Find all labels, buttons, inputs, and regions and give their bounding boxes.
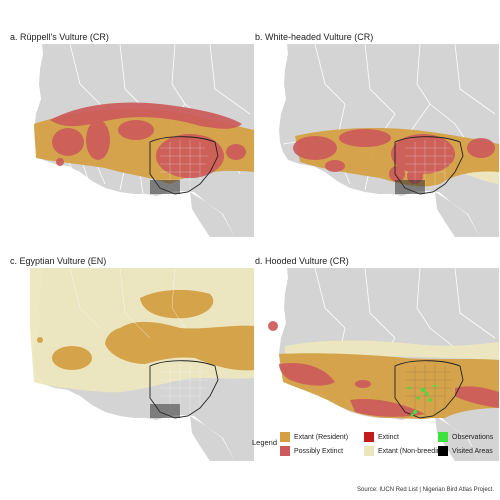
legend-swatch <box>438 446 448 456</box>
legend-label: Extant (Resident) <box>294 433 349 441</box>
legend-item-extinct: Extinct <box>364 432 399 442</box>
gulf-coast-landmass <box>435 192 480 237</box>
legend-swatch <box>364 446 374 456</box>
map-hooded-vulture <box>255 268 499 461</box>
legend-label: Extant (Non-breeding) <box>378 447 447 455</box>
visited-areas-south <box>150 404 180 418</box>
panel-title: b. White-headed Vulture (CR) <box>255 32 374 42</box>
panel-hooded-vulture: d. Hooded Vulture (CR) <box>255 256 499 461</box>
observation-point <box>407 386 411 390</box>
observation-point <box>413 410 417 414</box>
legend-title: Legend <box>252 438 278 447</box>
panel-title: d. Hooded Vulture (CR) <box>255 256 349 266</box>
legend-swatch <box>280 446 290 456</box>
legend-item-possibly-extinct: Possibly Extinct <box>280 446 343 456</box>
visited-areas <box>160 364 208 416</box>
range-extant-resident <box>279 353 499 419</box>
country-borders <box>69 268 186 339</box>
map-egyptian-vulture <box>10 268 254 461</box>
legend-label: Possibly Extinct <box>294 447 344 455</box>
panel-title: c. Egyptian Vulture (EN) <box>10 256 107 266</box>
gulf-coast-landmass <box>435 416 480 461</box>
gulf-coast-landmass <box>190 192 235 237</box>
visited-areas <box>405 140 453 192</box>
legend-label: Extinct <box>378 433 400 441</box>
legend-label: Observations <box>452 433 494 441</box>
panel-title: a. Rüppell's Vulture (CR) <box>10 32 109 42</box>
legend-item-extant-nonbreeding: Extant (Non-breeding) <box>364 446 447 456</box>
nigeria-outline <box>394 360 464 419</box>
range-extant-resident <box>37 289 254 371</box>
legend-item-observations: Observations <box>438 432 493 442</box>
observation-point <box>433 384 437 388</box>
visited-areas-south <box>395 180 425 194</box>
observation-point <box>416 396 420 400</box>
legend-swatch <box>364 432 374 442</box>
legend-item-visited-areas: Visited Areas <box>438 446 493 456</box>
panel-ruppells-vulture: a. Rüppell's Vulture (CR) <box>10 32 254 237</box>
map-white-headed-vulture <box>255 44 499 237</box>
visited-areas-south <box>150 180 180 194</box>
legend: Legend Extant (Resident) Possibly Extinc… <box>252 426 500 466</box>
source-caption: Source: IUCN Red List | Nigerian Bird At… <box>357 487 494 493</box>
observations <box>407 384 437 417</box>
legend-item-extant-resident: Extant (Resident) <box>280 432 348 442</box>
legend-swatch <box>438 432 448 442</box>
observation-point <box>410 413 414 417</box>
gulf-coast-landmass <box>190 416 235 461</box>
legend-swatch <box>280 432 290 442</box>
legend-label: Visited Areas <box>452 447 493 455</box>
observation-point <box>425 392 429 396</box>
observation-point <box>428 398 432 402</box>
observation-point <box>420 387 426 393</box>
map-ruppells-vulture <box>10 44 254 237</box>
range-possibly-extinct <box>50 102 246 178</box>
panel-white-headed-vulture: b. White-headed Vulture (CR) <box>255 32 499 237</box>
panel-egyptian-vulture: c. Egyptian Vulture (EN) <box>10 256 254 461</box>
